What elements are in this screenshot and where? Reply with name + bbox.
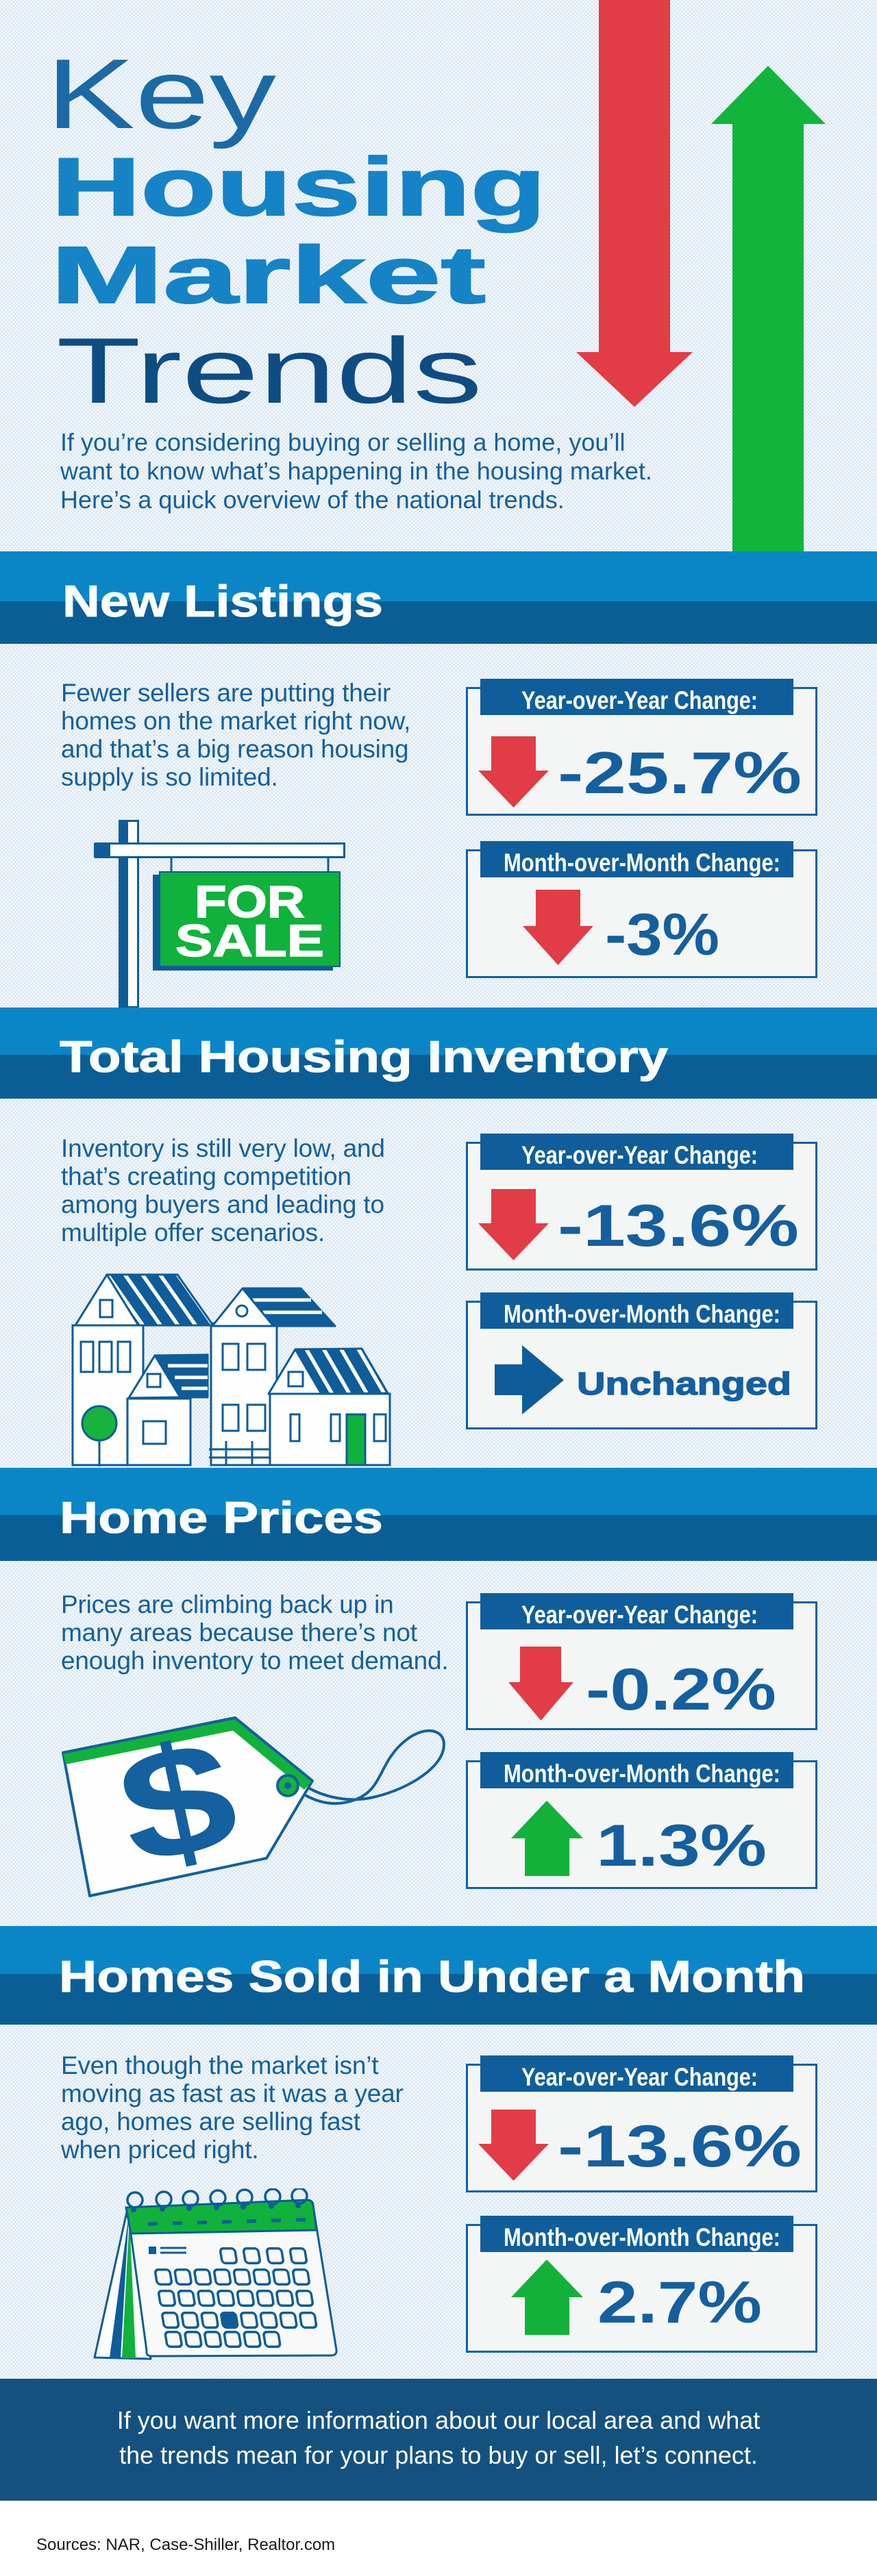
svg-text:-13.6%: -13.6% bbox=[558, 2114, 800, 2179]
svg-text:Year-over-Year Change:: Year-over-Year Change: bbox=[521, 2063, 758, 2091]
svg-text:-3%: -3% bbox=[605, 902, 719, 968]
svg-text:FOR: FOR bbox=[195, 876, 305, 927]
svg-text:Market: Market bbox=[51, 230, 486, 321]
svg-text:1.3%: 1.3% bbox=[596, 1813, 767, 1878]
svg-text:Month-over-Month Change:: Month-over-Month Change: bbox=[504, 2223, 780, 2251]
svg-text:Trends: Trends bbox=[56, 318, 482, 423]
svg-text:Key: Key bbox=[46, 38, 277, 149]
svg-text:Unchanged: Unchanged bbox=[577, 1366, 791, 1401]
svg-text:Home Prices: Home Prices bbox=[60, 1492, 383, 1542]
svg-text:Year-over-Year Change:: Year-over-Year Change: bbox=[521, 686, 758, 714]
svg-text:Month-over-Month Change:: Month-over-Month Change: bbox=[504, 849, 780, 877]
svg-text:-13.6%: -13.6% bbox=[558, 1193, 799, 1259]
svg-text:Total Housing Inventory: Total Housing Inventory bbox=[60, 1031, 668, 1081]
svg-text:Year-over-Year Change:: Year-over-Year Change: bbox=[521, 1601, 758, 1629]
svg-text:2.7%: 2.7% bbox=[597, 2270, 762, 2336]
svg-text:Housing: Housing bbox=[51, 141, 546, 233]
svg-text:Month-over-Month Change:: Month-over-Month Change: bbox=[504, 1760, 780, 1788]
svg-text:Month-over-Month Change:: Month-over-Month Change: bbox=[504, 1300, 780, 1328]
svg-text:-25.7%: -25.7% bbox=[558, 740, 800, 806]
svg-text:New Listings: New Listings bbox=[62, 576, 383, 626]
svg-text:Homes Sold in Under a Month: Homes Sold in Under a Month bbox=[59, 1951, 805, 2001]
svg-text:Year-over-Year Change:: Year-over-Year Change: bbox=[521, 1141, 758, 1169]
svg-text:-0.2%: -0.2% bbox=[586, 1657, 776, 1722]
svg-text:SALE: SALE bbox=[175, 915, 324, 966]
